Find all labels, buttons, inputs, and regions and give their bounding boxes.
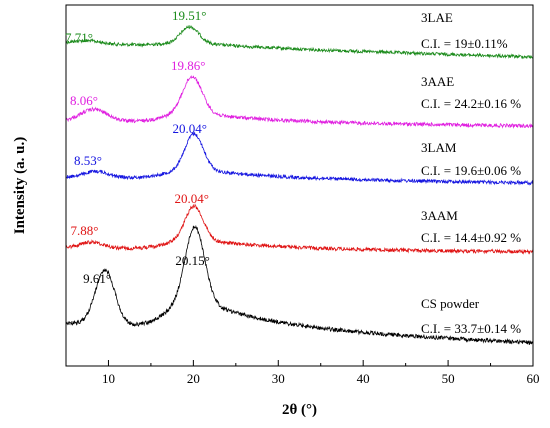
peak-label: 9.61° bbox=[83, 271, 111, 286]
annotations: 3LAE C.I. = 19±0.11% 7.71° 19.51° 3AAE C.I. =… bbox=[65, 8, 521, 336]
series-label: CS powder bbox=[421, 296, 480, 311]
peak-label: 19.51° bbox=[172, 8, 206, 23]
peak-label: 8.06° bbox=[70, 93, 98, 108]
plot-traces bbox=[65, 25, 534, 345]
x-axis-ticks: 10 20 30 40 50 60 bbox=[65, 360, 540, 386]
series-label: 3LAE bbox=[421, 10, 453, 25]
series-line-3aae bbox=[65, 75, 534, 129]
series-label: 3LAM bbox=[421, 140, 457, 155]
crystallinity-index-label: C.I. = 14.4±0.92 % bbox=[421, 230, 521, 245]
x-tick-label: 60 bbox=[527, 371, 540, 386]
peak-label: 20.04° bbox=[172, 121, 206, 136]
peak-label: 7.71° bbox=[65, 30, 93, 45]
x-tick-label: 30 bbox=[272, 371, 285, 386]
crystallinity-index-label: C.I. = 24.2±0.16 % bbox=[421, 96, 521, 111]
series-line-3aam bbox=[65, 203, 534, 255]
peak-label: 20.04° bbox=[174, 191, 208, 206]
peak-label: 7.88° bbox=[70, 223, 98, 238]
crystallinity-index-label: C.I. = 33.7±0.14 % bbox=[421, 321, 521, 336]
peak-label: 19.86° bbox=[171, 58, 205, 73]
crystallinity-index-label: C.I. = 19.6±0.06 % bbox=[421, 163, 521, 178]
x-tick-label: 10 bbox=[102, 371, 115, 386]
series-label: 3AAM bbox=[421, 208, 458, 223]
x-tick-label: 40 bbox=[357, 371, 370, 386]
x-tick-label: 20 bbox=[187, 371, 200, 386]
series-line-cs-powder bbox=[65, 224, 534, 345]
crystallinity-index-label: C.I. = 19±0.11% bbox=[421, 36, 508, 51]
series-label: 3AAE bbox=[421, 74, 454, 89]
x-tick-label: 50 bbox=[442, 371, 455, 386]
series-line-3lae bbox=[65, 25, 534, 60]
plot-frame bbox=[65, 4, 534, 367]
y-axis-title: Intensity (a. u.) bbox=[12, 137, 28, 235]
peak-label: 20.15° bbox=[175, 253, 209, 268]
x-axis-title: 2θ (°) bbox=[282, 402, 317, 418]
series-line-3lam bbox=[65, 131, 534, 186]
peak-label: 8.53° bbox=[74, 153, 102, 168]
